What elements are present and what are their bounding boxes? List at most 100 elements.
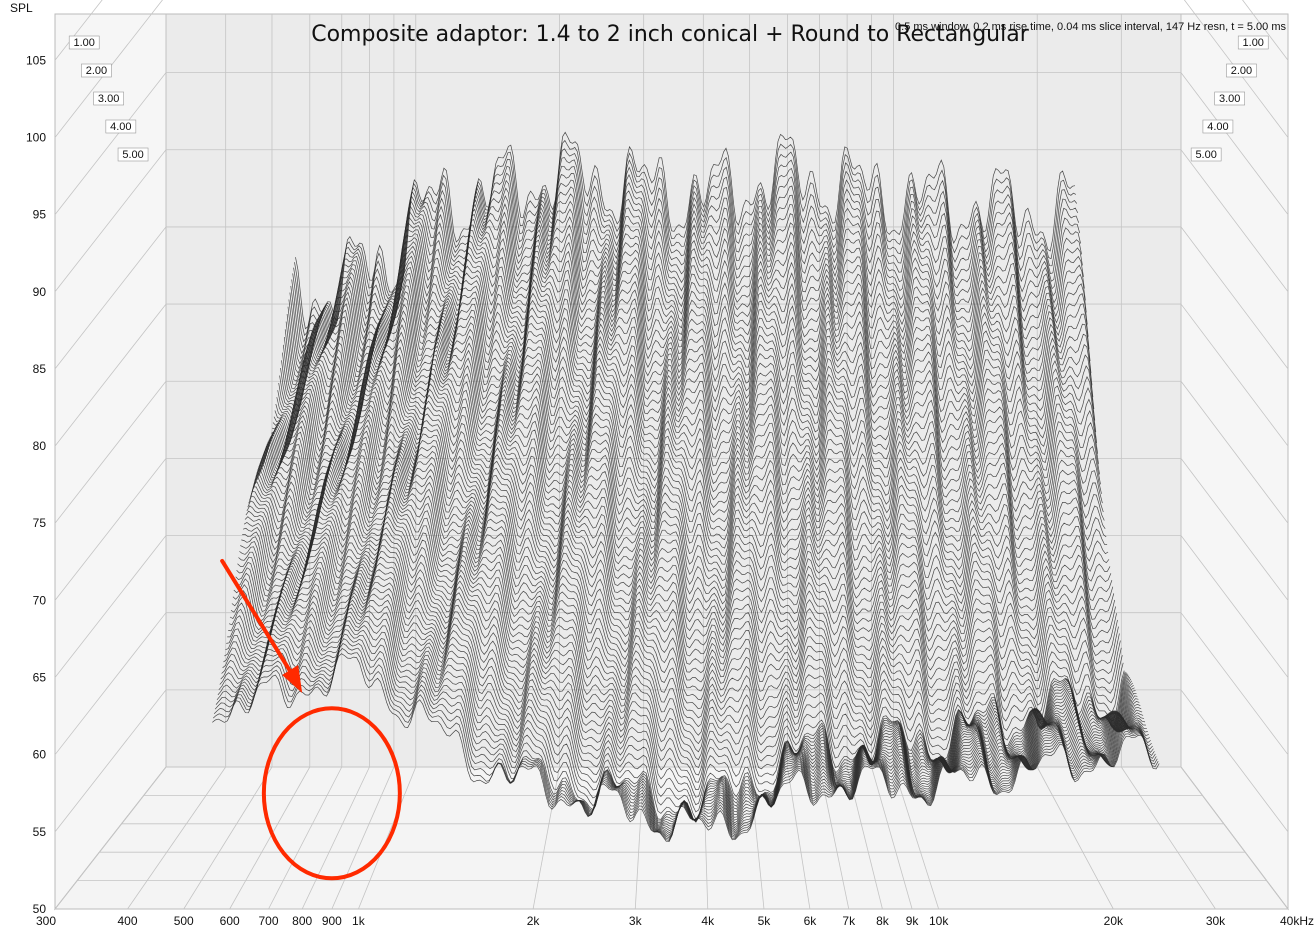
time-tick-box (93, 91, 124, 106)
chart-walls (53, 0, 1290, 911)
annotation-ellipse (261, 706, 402, 881)
waterfall-trace (254, 413, 1116, 639)
waterfall-trace (282, 232, 1088, 393)
waterfall-trace (288, 186, 1082, 370)
y-tick-label: 80 (33, 439, 47, 453)
x-tick-label: 700 (259, 914, 279, 928)
grid-line (532, 766, 560, 910)
grid-line (54, 535, 167, 678)
time-tick-label: 1.00 (1243, 37, 1264, 49)
waterfall-trace (212, 653, 1160, 842)
x-tick-label: 30k (1206, 914, 1226, 928)
grid-line (749, 766, 765, 910)
grid-line (54, 303, 167, 447)
waterfall-trace (213, 643, 1158, 840)
waterfall-trace (241, 492, 1131, 751)
waterfall-trace (233, 533, 1138, 777)
x-tick-label: 9k (906, 914, 920, 928)
waterfall-trace (230, 550, 1141, 798)
grid-line (787, 766, 811, 910)
waterfall-trace (283, 224, 1087, 389)
grid-line (702, 766, 709, 910)
time-tick-label: 3.00 (1219, 93, 1240, 105)
x-tick-label: 3k (629, 914, 643, 928)
waterfall-trace (268, 328, 1102, 495)
x-tick-label: 4k (701, 914, 715, 928)
time-tick-box (1202, 119, 1234, 134)
time-tick-box (1190, 147, 1222, 162)
waterfall-trace (256, 400, 1115, 620)
waterfall-trace (293, 148, 1078, 343)
grid-line (1180, 380, 1289, 524)
grid-line (1180, 303, 1289, 447)
x-tick-label: 400 (117, 914, 137, 928)
waterfall-trace (263, 363, 1108, 552)
x-tick-label: 600 (220, 914, 240, 928)
waterfall-trace (275, 285, 1096, 439)
waterfall-trace (258, 388, 1113, 601)
waterfall-trace (253, 427, 1118, 657)
waterfall-trace (268, 335, 1103, 504)
annotation-arrow (220, 558, 299, 683)
grid-line (1180, 72, 1289, 215)
grid-line (1180, 226, 1289, 370)
waterfall-trace (284, 216, 1086, 386)
y-tick-label: 100 (26, 130, 46, 144)
chart-info: 0.5 ms window, 0.2 ms rise time, 0.04 ms… (895, 21, 1286, 33)
waterfall-trace (242, 488, 1130, 746)
axes-group: 50 55 60 65 70 75 80 85 90 95 100 105 300 400 500 600 70… (26, 35, 1314, 928)
grid-line (871, 766, 913, 910)
waterfall-trace (277, 272, 1094, 422)
waterfall-trace (238, 505, 1133, 765)
waterfall-trace (215, 633, 1156, 837)
grid-line (634, 766, 645, 910)
waterfall-trace (232, 539, 1139, 785)
x-tick-label: 2k (527, 914, 541, 928)
waterfall-trace (289, 179, 1081, 365)
grid-line (229, 766, 311, 910)
waterfall-trace (271, 309, 1099, 471)
time-tick-label: 2.00 (86, 65, 107, 77)
waterfall-trace (228, 569, 1144, 820)
waterfall-trace (229, 556, 1142, 806)
waterfall-trace (237, 510, 1134, 767)
x-tick-label: 300 (36, 914, 56, 928)
grid-line (54, 689, 167, 833)
waterfall-trace (228, 562, 1143, 813)
waterfall-trace (255, 406, 1116, 630)
waterfall-trace (259, 383, 1112, 592)
waterfall-trace (216, 629, 1155, 836)
time-tick-label: 4.00 (110, 121, 131, 133)
waterfall-trace (269, 322, 1101, 487)
waterfall-trace (272, 303, 1099, 463)
grid-line (268, 766, 343, 910)
grid-line (54, 226, 167, 370)
waterfall-trace (261, 372, 1110, 572)
waterfall-trace (295, 131, 1076, 330)
grid-line (1180, 149, 1289, 292)
time-tick-box (81, 63, 112, 78)
grid-line (1120, 766, 1216, 910)
time-tick-label: 3.00 (98, 93, 119, 105)
waterfall-trace (276, 279, 1095, 430)
y-tick-label: 50 (33, 902, 47, 916)
waterfall-trace (236, 516, 1135, 768)
y-tick-label: 105 (26, 53, 46, 67)
waterfall-trace (260, 377, 1111, 582)
y-tick-label: 75 (33, 516, 47, 530)
x-tick-label: 900 (322, 914, 342, 928)
grid-line (331, 766, 395, 910)
waterfall-trace (287, 193, 1083, 374)
x-tick-label: 20k (1104, 914, 1124, 928)
waterfall-trace (212, 648, 1159, 841)
waterfall-trace (278, 265, 1093, 417)
waterfall-trace (286, 200, 1084, 378)
time-tick-box (1226, 63, 1257, 78)
waterfall-trace (252, 433, 1119, 665)
grid-line (54, 766, 167, 910)
grid-line (1180, 689, 1289, 833)
grid-line (1242, 0, 1289, 61)
time-tick-label: 4.00 (1207, 121, 1228, 133)
y-tick-label: 60 (33, 748, 47, 762)
